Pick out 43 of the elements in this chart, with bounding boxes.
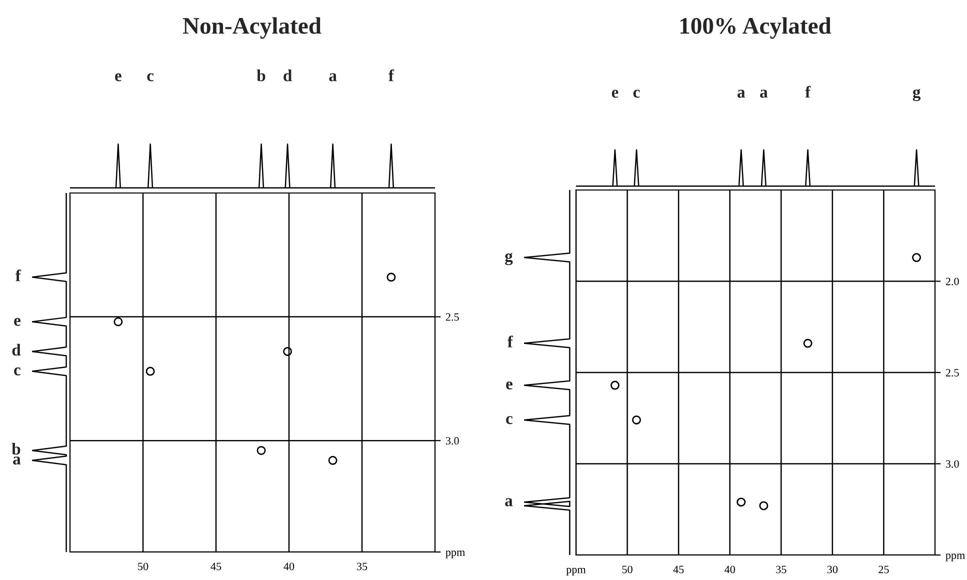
x-tick-label: 40 <box>284 562 294 570</box>
x-tick-label: 30 <box>827 566 838 574</box>
text: e <box>115 73 122 82</box>
x-tick-label: 45 <box>673 566 684 574</box>
text: b <box>256 70 266 82</box>
text: a <box>329 73 337 82</box>
text: c <box>14 367 20 376</box>
text: e <box>612 90 618 98</box>
x-tick-label: 50 <box>622 566 632 574</box>
x-tick-label: 40 <box>724 566 735 574</box>
x-tick-label: 45 <box>210 562 222 570</box>
text: a <box>13 456 21 465</box>
text: e <box>506 381 512 390</box>
text: d <box>12 344 21 356</box>
x-tick-label: 25 <box>878 566 889 574</box>
text: c <box>633 90 640 98</box>
x-tick-label: 50 <box>138 562 148 570</box>
x-tick-label: 35 <box>356 562 368 570</box>
text: b <box>12 442 20 455</box>
text: a <box>760 90 768 98</box>
y-tick-label: ppm <box>446 550 465 558</box>
text: f <box>388 69 394 82</box>
y-tick-label: 2.5 <box>446 313 459 321</box>
y-tick-label: 3.0 <box>946 460 959 468</box>
chart-title: Non-Acylated <box>182 17 322 39</box>
text: f <box>15 269 22 282</box>
text: f <box>507 336 514 348</box>
text: f <box>805 86 811 98</box>
text: a <box>738 90 746 98</box>
x-tick-label: ppm <box>566 568 586 576</box>
y-tick-label: 2.0 <box>946 278 959 286</box>
text: g <box>504 252 513 266</box>
y-tick-label: ppm <box>946 554 965 562</box>
y-tick-label: 2.5 <box>946 368 959 377</box>
text: e <box>14 318 20 326</box>
text: c <box>506 416 512 424</box>
text: d <box>284 70 292 82</box>
text: a <box>505 498 513 506</box>
text: g <box>912 88 921 102</box>
text: c <box>147 73 154 82</box>
x-tick-label: 35 <box>776 566 786 574</box>
y-tick-label: 3.0 <box>446 437 459 445</box>
chart-title: 100% Acylated <box>680 17 832 39</box>
